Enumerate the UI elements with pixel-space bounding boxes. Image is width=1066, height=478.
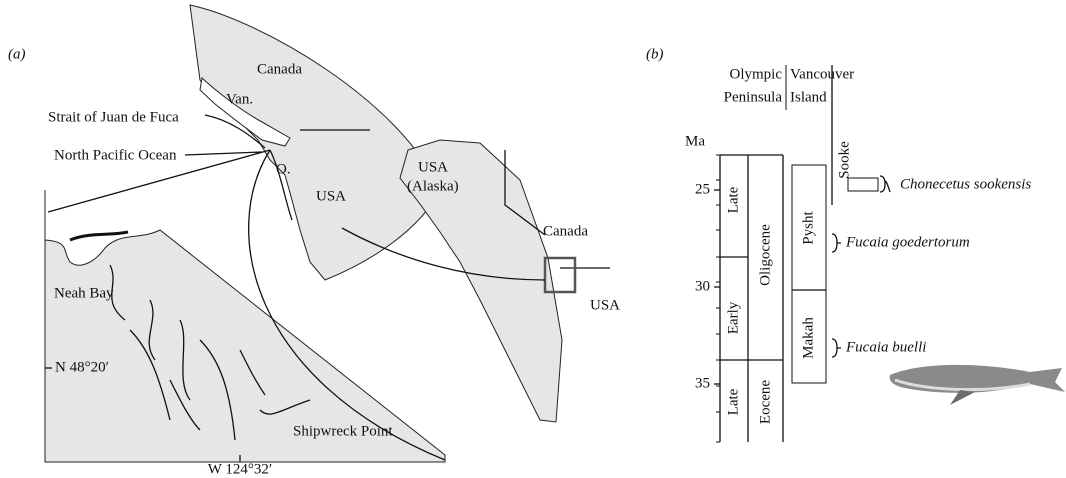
figure: (a)CanadaVan.Strait of Juan de FucaNorth… (0, 0, 1066, 478)
map-label: Neah Bay (54, 285, 114, 301)
column-header: Peninsula (724, 89, 783, 105)
panel-label: (b) (646, 46, 664, 62)
map-label: Strait of Juan de Fuca (48, 109, 179, 125)
taxon-label: Fucaia goedertorum (845, 234, 970, 250)
map-label: USA (418, 159, 448, 175)
brace (832, 339, 841, 357)
map-label: Canada (257, 61, 302, 77)
panel-label: (a) (8, 46, 26, 62)
age-label: Early (725, 301, 741, 334)
formation-label: Pysht (800, 211, 816, 245)
map-label: Canada (543, 223, 588, 239)
map-label: W 124°32′ (208, 461, 272, 477)
column-header: Island (790, 89, 827, 105)
age-label: Late (725, 388, 741, 415)
age-label: Late (725, 186, 741, 213)
region-map (190, 5, 440, 280)
epoch-label: Eocene (757, 380, 773, 424)
taxon-label: Fucaia buelli (845, 339, 926, 355)
epoch-label: Oligocene (757, 224, 773, 286)
tick-label: 25 (695, 181, 710, 197)
tick-label: 30 (695, 278, 710, 294)
map-label: USA (590, 297, 620, 313)
map-label: North Pacific Ocean (54, 147, 177, 163)
formation-label: Makah (800, 317, 816, 359)
map-label: N 48°20′ (55, 359, 109, 375)
column-header: Olympic (730, 66, 783, 82)
formation-label: Sooke (836, 141, 852, 179)
brace (832, 234, 841, 252)
taxon-label: Chonecetus sookensis (900, 176, 1031, 192)
brace (880, 176, 890, 192)
axis-unit: Ma (685, 133, 705, 149)
map-label: (Alaska) (407, 178, 459, 194)
map-label: Van. (226, 91, 253, 107)
map-label: USA (316, 188, 346, 204)
map-label: Shipwreck Point (293, 423, 393, 439)
column-header: Vancouver (790, 66, 854, 82)
tick-label: 35 (695, 375, 710, 391)
sooke-range (848, 178, 878, 191)
map-label: O. (276, 161, 291, 177)
whale-illustration (890, 365, 1065, 405)
